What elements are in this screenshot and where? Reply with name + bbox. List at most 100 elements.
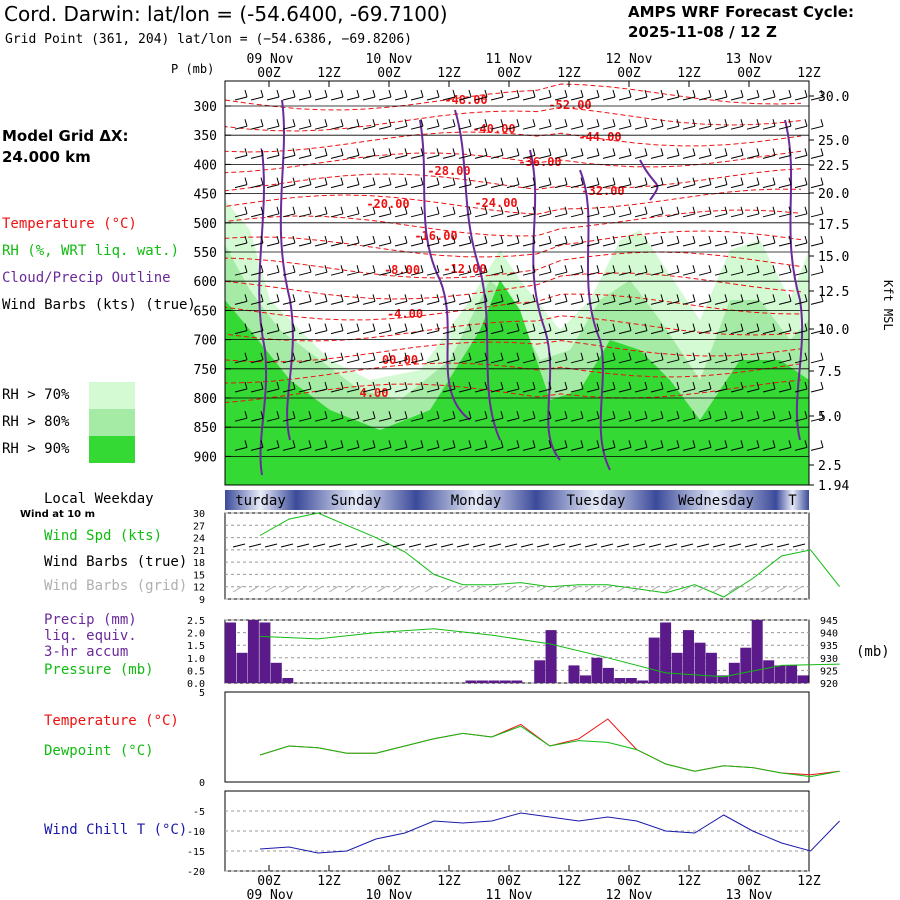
wind-barb-flag [244, 177, 248, 185]
wind-speed-line [259, 512, 840, 598]
wind-barb [730, 352, 744, 364]
wind-barb-flag [612, 381, 616, 390]
wind-barb [378, 381, 392, 393]
wind-barb-staff [458, 213, 472, 218]
forecast-cycle-value: 2025-11-08 / 12 Z [628, 23, 777, 41]
pressure-tick-label: 930 [820, 654, 838, 665]
temperature-contour-label: -24.00 [474, 196, 517, 210]
wind-barb-flag [772, 352, 776, 360]
wind-barb-staff [810, 330, 824, 335]
wind-barb-staff [426, 271, 440, 276]
wind-barb-flag [500, 294, 504, 302]
wind-barb [474, 148, 488, 159]
wind-barb-staff [778, 213, 792, 218]
wind-barb [554, 294, 568, 305]
wind-barb-flag [516, 119, 520, 127]
wind-barb-flag [804, 265, 808, 273]
wind-barb-flag [340, 323, 344, 331]
wind-barb-staff [522, 446, 536, 451]
wind-barb-staff [490, 359, 504, 364]
wind-barb [698, 294, 712, 305]
wind-barb-staff [442, 359, 456, 364]
wind-barb-staff [538, 213, 552, 218]
wind-barb [794, 381, 808, 393]
wind-barb-flag [372, 323, 376, 331]
pressure-tick-label: 350 [194, 129, 217, 144]
wind-barb-flag [324, 323, 328, 331]
wind-barb-flag [276, 206, 280, 214]
wind-barb-staff [330, 271, 344, 276]
wind-barb-flag [820, 235, 824, 244]
wind-barb-staff [602, 154, 616, 159]
wind-barb [458, 177, 472, 189]
wind-barb-staff [474, 359, 488, 364]
wind-barb-flag [612, 119, 616, 127]
precip-bar [568, 665, 580, 683]
wind-barb [346, 206, 360, 218]
bottom-date-label: 12 Nov [606, 888, 653, 900]
wind-barb [314, 352, 328, 364]
wind-barb [426, 440, 440, 451]
wind-barb-flag [628, 235, 632, 244]
wind-barb [554, 440, 568, 451]
wind-barb-flag [388, 440, 392, 448]
wind-barb-staff [298, 359, 312, 364]
pressure-tick-label: 300 [194, 100, 217, 115]
surface-wind-barb [616, 543, 630, 548]
wind-barb [490, 411, 504, 422]
wind-barb-flag [452, 177, 456, 185]
wind-barb-flag [740, 294, 744, 302]
precip-bar [476, 680, 488, 683]
wind-barb [810, 265, 824, 276]
wind-barb-staff [474, 446, 488, 451]
wind-barb-staff [410, 388, 424, 393]
wind-barb [554, 177, 568, 189]
wind-barb [794, 440, 808, 451]
wind-barb [506, 235, 520, 247]
wind-barb-staff [346, 125, 360, 130]
wind-barb-flag [788, 352, 792, 360]
wind-barb-flag [756, 381, 760, 390]
wind-barb-flag [724, 411, 728, 419]
wind-barb [410, 352, 424, 364]
wind-barb-flag [692, 177, 696, 185]
wind-barb-staff [554, 330, 568, 335]
wind-barb [314, 89, 328, 101]
wind-barb [634, 177, 648, 189]
legend-rh80-label: RH > 80% [2, 414, 70, 430]
surface-wind-barb [712, 543, 726, 548]
wind-barb [794, 323, 808, 335]
wind-barb-staff [506, 125, 520, 130]
wind-tick-label: 24 [193, 534, 205, 545]
precip-tick-label: 1.0 [187, 654, 205, 665]
wind-barb-staff [698, 300, 712, 305]
wind-barb-staff [586, 242, 600, 247]
wind-barb-flag [468, 294, 472, 302]
wind-barb [730, 119, 744, 130]
wind-barb [490, 381, 504, 393]
wind-barb [618, 411, 632, 422]
wind-barb-flag [548, 352, 552, 360]
wind-barb [490, 148, 504, 159]
surface-wind-barb-grid [664, 585, 676, 593]
wind-barb-flag [372, 148, 376, 156]
wind-barb-flag [292, 235, 296, 244]
wind-barb-flag [596, 235, 600, 244]
wind-barb-staff [250, 359, 264, 364]
wind-barb-flag [820, 381, 824, 390]
wind-barb-flag [452, 265, 456, 273]
precip-bar [763, 660, 775, 683]
temperature-contour [224, 315, 802, 342]
wind-barb-flag [580, 89, 584, 98]
height-tick-label: 30.0 [818, 90, 849, 105]
wind-barb-flag [420, 411, 424, 419]
wind-barb [442, 323, 456, 335]
wind-barb-staff [410, 271, 424, 276]
wind-barb-flag [548, 381, 552, 390]
wind-barb-staff [442, 271, 456, 276]
wind-barb [778, 265, 792, 276]
wind-barb-flag [740, 352, 744, 360]
wind-barb-flag [324, 148, 328, 156]
wind-barb-flag [452, 206, 456, 214]
legend-precip: Precip (mm) [44, 612, 137, 628]
